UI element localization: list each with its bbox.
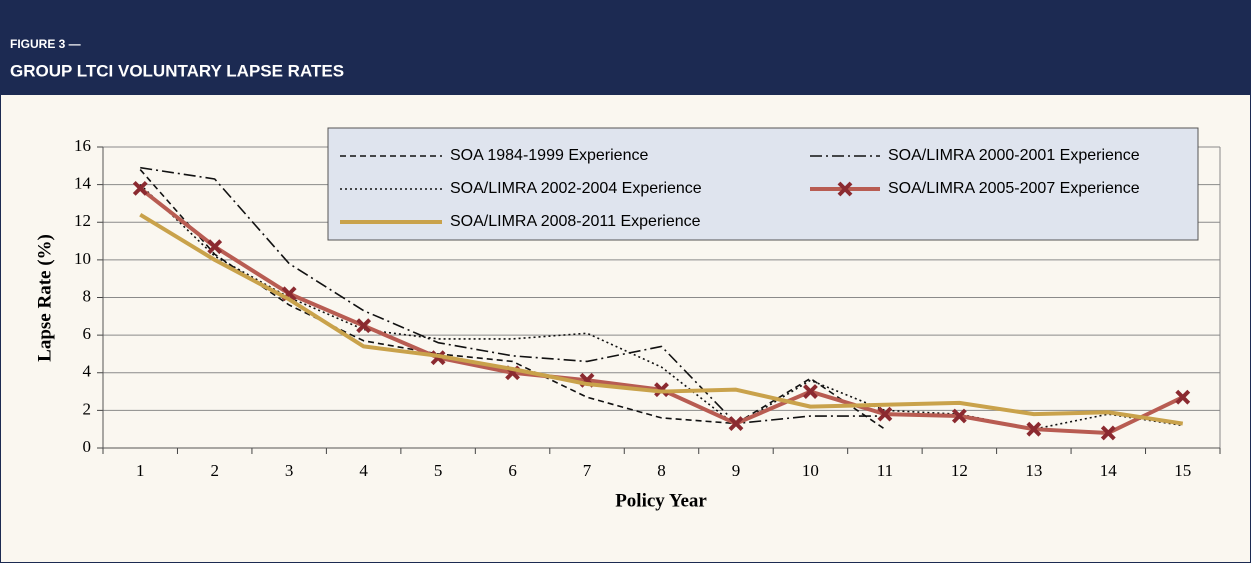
series-line (139, 213, 1184, 426)
x-tick-label: 6 (508, 461, 517, 480)
header-band (0, 0, 1251, 95)
x-tick-label: 10 (802, 461, 819, 480)
y-axis-title: Lapse Rate (%) (34, 234, 55, 362)
x-tick-label: 12 (951, 461, 968, 480)
marker (207, 239, 223, 255)
series-line (139, 184, 1183, 430)
x-tick-label: 13 (1025, 461, 1042, 480)
legend-marker (837, 181, 853, 197)
x-axis-title: Policy Year (615, 490, 707, 511)
marker (1026, 421, 1042, 437)
legend-label: SOA/LIMRA 2008-2011 Experience (450, 213, 701, 230)
y-tick-label: 4 (83, 362, 92, 381)
x-tick-label: 3 (285, 461, 294, 480)
x-tick-label: 5 (434, 461, 443, 480)
marker (803, 384, 818, 399)
x-tick-label: 8 (657, 461, 666, 480)
x-tick-label: 2 (210, 461, 219, 480)
y-tick-label: 14 (74, 174, 92, 193)
x-tick-label: 4 (359, 461, 368, 480)
legend-box (327, 127, 1199, 241)
x-tick-label: 1 (136, 461, 145, 480)
marker (728, 416, 744, 431)
x-tick-label: 15 (1174, 461, 1191, 480)
series-line (140, 166, 885, 425)
y-tick-label: 6 (83, 324, 92, 343)
y-tick-label: 0 (83, 437, 92, 456)
figure-number: FIGURE 3 — (10, 37, 81, 51)
marker (877, 406, 893, 422)
legend-label: SOA 1984-1999 Experience (450, 147, 648, 164)
x-tick-label: 11 (877, 461, 893, 480)
marker (1100, 425, 1116, 441)
marker (951, 408, 967, 424)
y-tick-label: 8 (83, 286, 92, 305)
legend-label: SOA/LIMRA 2002-2004 Experience (450, 180, 702, 197)
x-tick-label: 14 (1100, 461, 1118, 480)
legend-label: SOA/LIMRA 2005-2007 Experience (888, 180, 1140, 197)
y-tick-label: 16 (74, 136, 91, 155)
y-tick-label: 2 (83, 399, 92, 418)
marker (132, 180, 148, 196)
y-tick-label: 10 (74, 249, 91, 268)
figure-title: GROUP LTCI VOLUNTARY LAPSE RATES (10, 61, 344, 80)
x-tick-label: 7 (583, 461, 592, 480)
marker (356, 318, 372, 334)
marker (1175, 389, 1191, 405)
x-tick-label: 9 (732, 461, 741, 480)
legend-label: SOA/LIMRA 2000-2001 Experience (888, 147, 1140, 164)
y-tick-label: 12 (74, 211, 91, 230)
